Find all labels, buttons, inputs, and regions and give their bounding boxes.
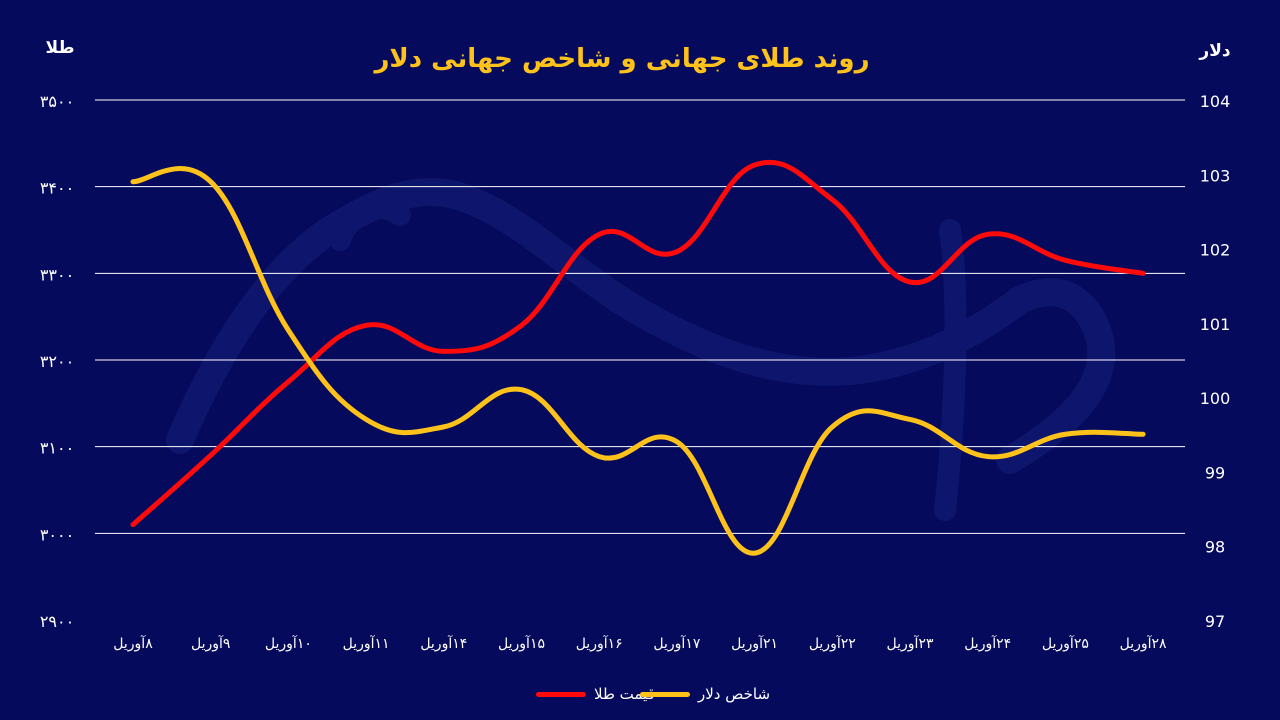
x-tick-label: ۹آوریل [191,635,230,652]
x-tick-label: ۱۶آوریل [576,635,623,652]
x-tick-label: ۲۸آوریل [1120,635,1167,652]
x-tick-label: ۱۵آوریل [498,635,545,652]
left-tick-label: ۳۰۰۰ [40,525,74,544]
right-tick-label: 103 [1200,166,1231,185]
left-tick-label: ۲۹۰۰ [40,612,74,631]
legend: قیمت طلا شاخص دلار [0,680,1280,708]
right-tick-label: 100 [1200,389,1231,408]
right-tick-label: 99 [1205,463,1225,482]
x-tick-label: ۲۴آوریل [964,635,1011,652]
x-axis: ۸آوریل ۹آوریل ۱۰آوریل ۱۱آوریل ۱۴آوریل ۱۵آوریل… [113,635,1167,652]
x-tick-label: ۱۱آوریل [343,635,390,652]
chart-title: روند طلای جهانی و شاخص جهانی دلار [372,44,869,74]
legend-label-dollar: شاخص دلار [698,685,771,703]
legend-swatch-dollar [640,691,690,697]
series-line-gold [130,159,1146,528]
right-tick-label: 102 [1200,241,1231,260]
right-axis-title: دلار [1198,41,1230,61]
series-layer [130,159,1146,556]
right-tick-label: 101 [1200,315,1231,334]
legend-label-gold: قیمت طلا [594,685,655,703]
series-line-dollar [130,166,1146,556]
legend-item-gold: قیمت طلا [536,680,655,708]
left-tick-label: ۳۲۰۰ [40,352,74,371]
right-tick-label: 97 [1205,612,1225,631]
x-tick-label: ۲۳آوریل [887,635,934,652]
x-tick-label: ۲۵آوریل [1042,635,1089,652]
right-tick-label: 98 [1205,538,1225,557]
x-tick-label: ۱۰آوریل [265,635,312,652]
left-tick-label: ۳۴۰۰ [40,179,74,198]
left-axis-title: طلا [46,38,75,58]
x-tick-label: ۲۲آوریل [809,635,856,652]
left-tick-label: ۳۳۰۰ [40,265,74,284]
x-tick-label: ۸آوریل [113,635,153,652]
x-tick-label: ۱۴آوریل [420,635,467,652]
right-tick-label: 104 [1200,92,1231,111]
x-tick-label: ۲۱آوریل [731,635,778,652]
right-axis: 97 98 99 100 101 102 103 104 [1200,92,1231,631]
left-tick-label: ۳۵۰۰ [40,92,74,111]
left-tick-label: ۳۱۰۰ [40,439,74,458]
left-axis: ۲۹۰۰ ۳۰۰۰ ۳۱۰۰ ۳۲۰۰ ۳۳۰۰ ۳۴۰۰ ۳۵۰۰ [40,92,74,631]
legend-item-dollar: شاخص دلار [640,680,770,708]
x-tick-label: ۱۷آوریل [653,635,700,652]
legend-swatch-gold [536,691,586,697]
